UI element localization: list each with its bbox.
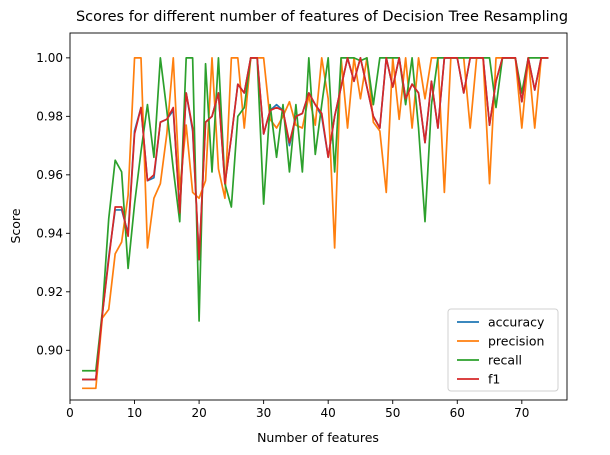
x-tick-label: 70: [514, 406, 529, 420]
x-tick-label: 20: [191, 406, 206, 420]
x-tick-label: 10: [127, 406, 142, 420]
series-layer: [82, 57, 549, 390]
x-tick-label: 60: [450, 406, 465, 420]
x-axis-label: Number of features: [257, 430, 379, 445]
y-tick-label: 0.92: [36, 285, 63, 299]
y-tick-label: 1.00: [36, 51, 63, 65]
x-tick-label: 50: [385, 406, 400, 420]
y-tick-label: 0.94: [36, 226, 63, 240]
y-tick-label: 0.96: [36, 168, 63, 182]
axes-layer: 0 10 20 30 40 50 60 70 0.90 0.92 0.94 0.96 0.98 1.00: [36, 32, 568, 420]
x-tick-label: 30: [256, 406, 271, 420]
y-axis-label: Score: [8, 208, 23, 243]
legend-label-accuracy: accuracy: [488, 315, 545, 330]
y-tick-label: 0.90: [36, 343, 63, 357]
legend: accuracy precision recall f1: [447, 308, 559, 392]
y-tick-label: 0.98: [36, 109, 63, 123]
x-tick-label: 40: [321, 406, 336, 420]
legend-label-f1: f1: [488, 372, 500, 387]
legend-box: [447, 308, 559, 392]
x-tick-label: 0: [66, 406, 74, 420]
chart-title: Scores for different number of features …: [76, 9, 568, 25]
axes-frame: [69, 32, 568, 401]
legend-label-precision: precision: [488, 334, 544, 349]
series-line-precision: [82, 57, 549, 390]
legend-label-recall: recall: [488, 353, 522, 368]
series-line-f1: [82, 57, 549, 381]
